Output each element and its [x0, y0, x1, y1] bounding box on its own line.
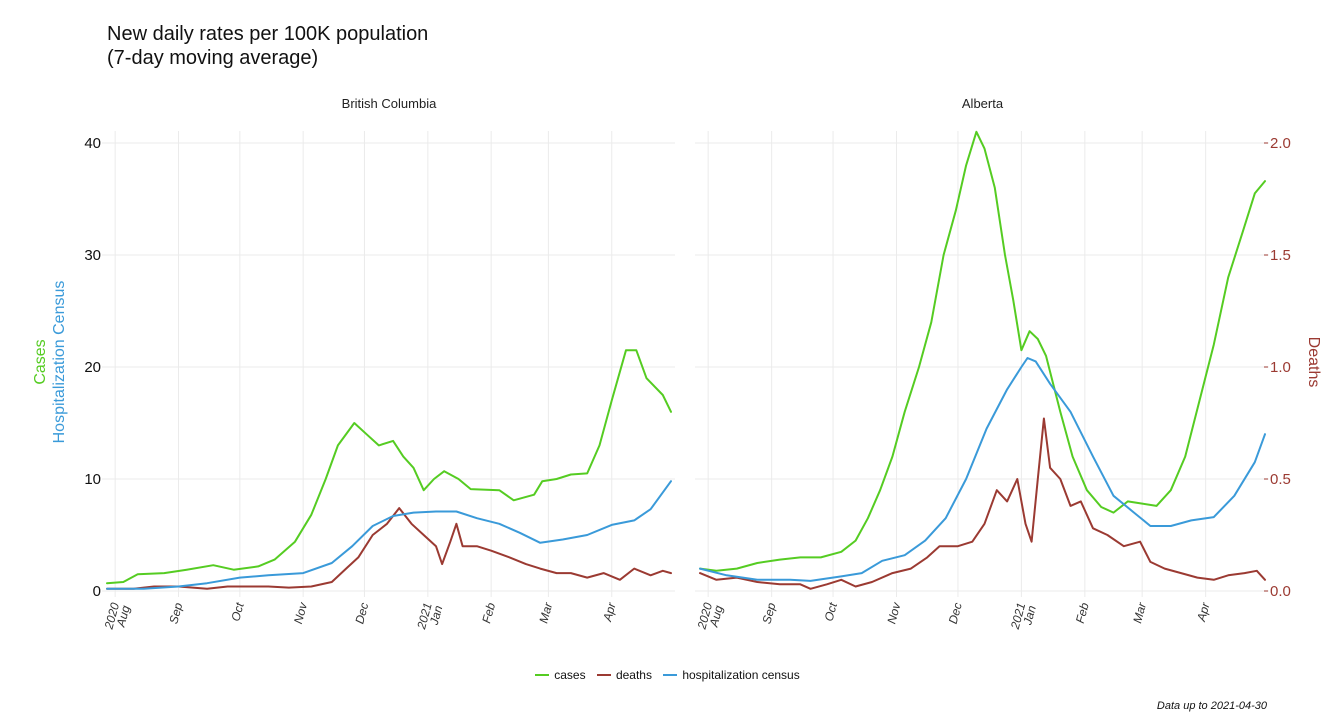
x-tick-label-1-4: Dec [946, 601, 965, 625]
x-tick-label-1-3: Nov [884, 600, 903, 625]
right-axis-tick-1: 0.5 [1270, 471, 1291, 488]
left-axis-title-cases: Cases [32, 339, 49, 384]
x-tick-month-0-5: Jan [427, 604, 446, 628]
legend-label-cases: cases [554, 668, 586, 682]
series-line-1-cases [699, 130, 1266, 572]
series-line-1-hospitalization-census [699, 357, 1266, 582]
x-tick-label-0-7: Mar [536, 600, 555, 625]
left-axis-tick-3: 30 [84, 247, 101, 264]
x-tick-label-1-6: Feb [1073, 601, 1092, 625]
x-tick-label-0-3: Nov [291, 600, 310, 625]
right-axis-tick-2: 1.0 [1270, 359, 1291, 376]
x-tick-label-0-2: Oct [228, 601, 247, 623]
left-axis-tick-4: 40 [84, 135, 101, 152]
right-axis-title: Deaths [1305, 337, 1322, 388]
legend-label-deaths: deaths [615, 668, 652, 682]
x-tick-label-0-4: Dec [352, 601, 371, 625]
series-line-1-deaths [699, 417, 1266, 590]
legend-item-deaths: deaths [596, 668, 652, 682]
panel-title-1: Alberta [962, 96, 1004, 111]
x-tick-label-0-0: 2020Aug [101, 601, 132, 635]
x-tick-label-1-7: Mar [1130, 600, 1149, 625]
legend-swatch-hospitalization [663, 674, 678, 676]
legend-label-hospitalization: hospitalization census [682, 668, 800, 682]
x-tick-label-0-5: 2021Jan [414, 601, 445, 635]
left-axis-tick-0: 0 [93, 583, 101, 600]
x-tick-label-1-8: Apr [1194, 600, 1213, 624]
x-tick-label-0-1: Sep [166, 601, 185, 626]
panel-title-0: British Columbia [342, 96, 437, 111]
left-axis-tick-2: 20 [84, 359, 101, 376]
chart-title-line1: New daily rates per 100K population [107, 23, 429, 45]
legend-swatch-deaths [596, 674, 611, 676]
series-line-0-cases [106, 349, 672, 585]
x-tick-label-1-0: 2020Aug [694, 601, 725, 635]
legend-swatch-cases [535, 674, 550, 676]
data-footnote: Data up to 2021-04-30 [1156, 700, 1267, 712]
series-line-0-hospitalization-census [106, 480, 672, 590]
x-tick-label-1-1: Sep [759, 601, 778, 626]
x-tick-label-0-6: Feb [479, 601, 498, 625]
right-axis-tick-3: 1.5 [1270, 247, 1291, 264]
x-tick-year-0-5: 2021 [414, 601, 435, 631]
right-axis-tick-4: 2.0 [1270, 135, 1291, 152]
x-tick-month-1-5: Jan [1020, 604, 1039, 628]
series-line-0-deaths [106, 507, 672, 590]
x-tick-label-0-8: Apr [600, 600, 619, 624]
legend-item-cases: cases [535, 668, 586, 682]
legend: cases deaths hospitalization census [0, 665, 1335, 682]
x-tick-label-1-5: 2021Jan [1008, 601, 1039, 635]
chart-title: New daily rates per 100K population (7-d… [107, 22, 428, 70]
x-tick-year-1-5: 2021 [1008, 601, 1029, 631]
legend-item-hospitalization: hospitalization census [663, 668, 800, 682]
x-tick-label-1-2: Oct [822, 601, 841, 623]
left-axis-title-hospitalization: Hospitalization Census [51, 281, 68, 444]
left-axis-tick-1: 10 [84, 471, 101, 488]
right-axis-tick-0: 0.0 [1270, 583, 1291, 600]
x-tick-month-0-0: Aug [113, 604, 132, 630]
x-tick-month-1-0: Aug [706, 604, 725, 630]
chart-title-line2: (7-day moving average) [107, 47, 319, 69]
